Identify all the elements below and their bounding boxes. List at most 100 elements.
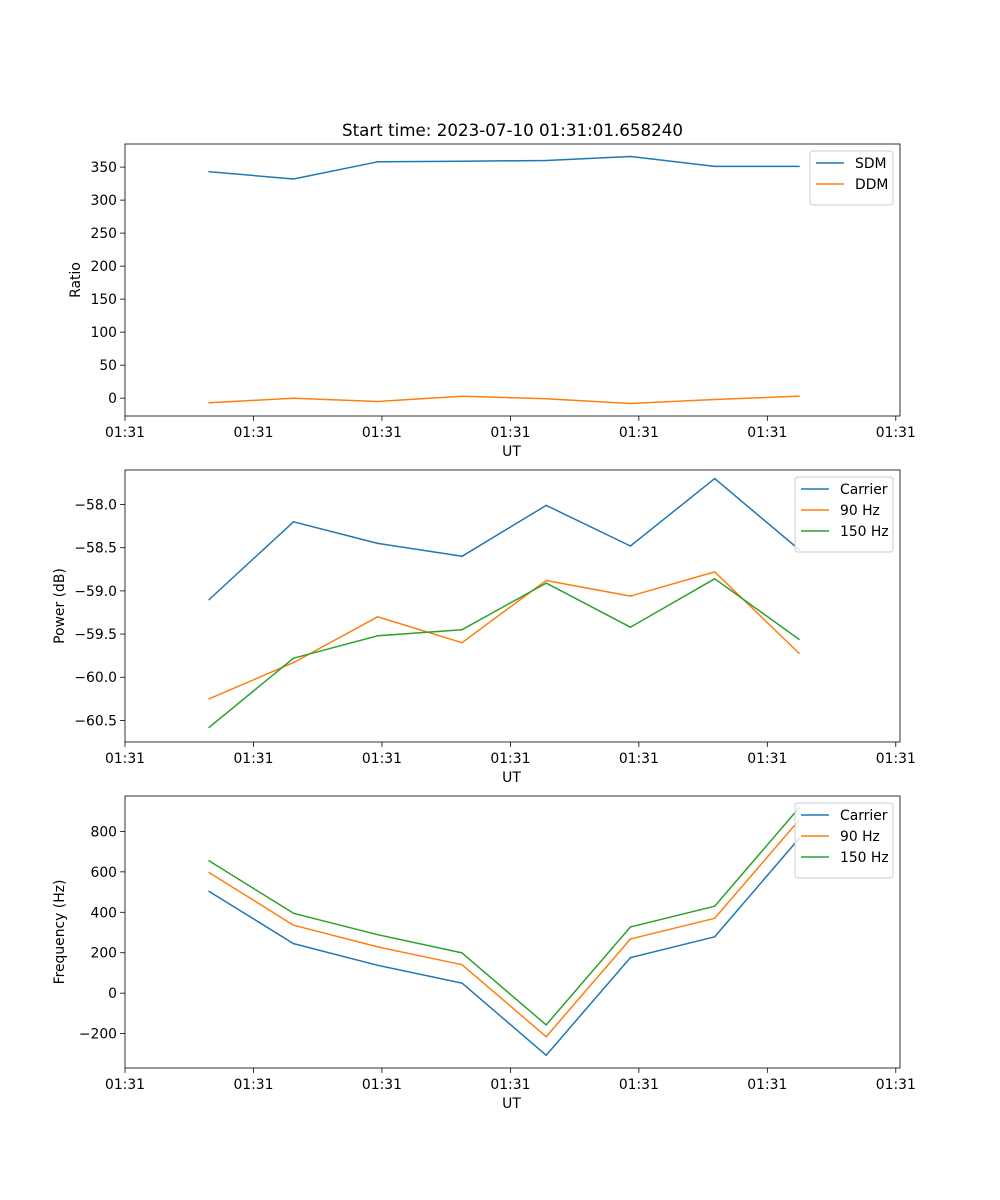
y-tick-label: −59.5 [74,627,117,643]
data-point [461,160,463,162]
y-tick-label: −60.5 [74,713,117,729]
y-tick-label: −58.0 [74,498,117,514]
data-point [461,628,463,631]
data-point [713,165,716,168]
data-point [798,165,800,168]
chart-panel-2: 01:31 01:31 01:31 01:31 01:31 01:31 01:31 −60.5… [52,469,916,786]
x-tick-label: 01:31 [490,751,530,767]
x-tick-label: 01:31 [233,1077,273,1093]
data-point [461,555,463,558]
x-tick-label: 01:31 [362,1077,402,1093]
data-point [376,161,379,163]
legend-label: 150 Hz [840,850,889,866]
data-point [461,952,463,954]
y-tick-label: −60.0 [74,670,117,686]
data-point [798,652,800,654]
y-tick-label: 150 [90,292,117,308]
series-line-ddm [208,395,800,405]
y-tick-label: 200 [90,946,117,962]
x-axis-label: UT [502,1096,521,1112]
y-tick-label: 200 [90,259,117,275]
data-point [629,956,632,959]
y-axis-label: Ratio [68,262,84,298]
x-axis-label: UT [502,770,521,786]
data-point [629,938,632,940]
data-point [376,400,379,403]
data-point [292,521,295,523]
legend-label: SDM [855,156,887,172]
data-point [461,641,463,644]
y-tick-label: −59.0 [74,584,117,600]
data-point [208,890,210,893]
legend-label: 150 Hz [840,524,889,540]
legend: Carrier 90 Hz 150 Hz [794,802,894,879]
x-tick-label: 01:31 [747,425,787,441]
data-point [208,726,210,729]
data-point [545,159,547,162]
x-tick-label: 01:31 [233,751,273,767]
data-point [208,871,210,874]
data-point [292,397,295,399]
y-tick-label: 0 [108,986,117,1002]
y-tick-label: 350 [90,160,117,176]
series-line-sdm [208,155,800,180]
data-point [629,926,632,928]
data-point [545,579,547,582]
data-point [461,963,463,966]
data-point [292,657,295,659]
data-point [629,595,632,597]
series-line-150-hz [208,578,800,729]
legend-label: 90 Hz [840,829,880,845]
data-point [292,924,295,926]
data-point [629,155,632,158]
x-tick-label: 01:31 [490,1077,530,1093]
legend: Carrier 90 Hz 150 Hz [794,476,894,553]
data-point [208,402,210,404]
y-tick-label: 300 [90,193,117,209]
data-point [292,178,295,180]
data-point [461,982,463,984]
x-tick-label: 01:31 [105,425,145,441]
legend-label: Carrier [840,808,888,824]
chart-panel-3: 01:31 01:31 01:31 01:31 01:31 01:31 01:31 −200 0… [52,795,916,1112]
series-line-90-hz [208,819,800,1038]
x-tick-label: 01:31 [747,751,787,767]
x-tick-label: 01:31 [619,751,659,767]
x-axis-label: UT [502,444,521,460]
data-point [713,578,716,580]
chart-title: Start time: 2023-07-10 01:31:01.658240 [342,120,683,140]
data-point [629,626,632,628]
series-line-carrier [208,837,800,1057]
x-tick-label: 01:31 [233,425,273,441]
data-point [713,398,716,401]
data-point [713,936,716,938]
data-point [376,933,379,936]
data-point [376,616,379,618]
y-axis-label: Frequency (Hz) [52,880,68,985]
y-tick-label: 400 [90,905,117,921]
data-point [292,942,295,945]
data-point [545,1024,547,1026]
y-tick-label: 100 [90,325,117,341]
data-point [798,638,800,640]
x-tick-label: 01:31 [876,1077,916,1093]
data-point [629,545,632,547]
legend-box [794,802,894,879]
data-point [376,946,379,948]
data-point [376,964,379,967]
legend: SDM DDM [809,150,894,206]
y-tick-label: −200 [79,1027,117,1043]
data-point [713,917,716,920]
data-point [208,860,210,862]
data-point [545,1054,547,1057]
x-tick-label: 01:31 [105,751,145,767]
x-tick-label: 01:31 [490,425,530,441]
y-tick-label: 50 [99,358,117,374]
legend-label: DDM [855,177,888,193]
y-tick-label: 600 [90,865,117,881]
data-point [292,661,295,664]
y-tick-label: 250 [90,226,117,242]
y-tick-label: 0 [108,391,117,407]
data-point [461,395,463,397]
series-line-150-hz [208,807,800,1026]
